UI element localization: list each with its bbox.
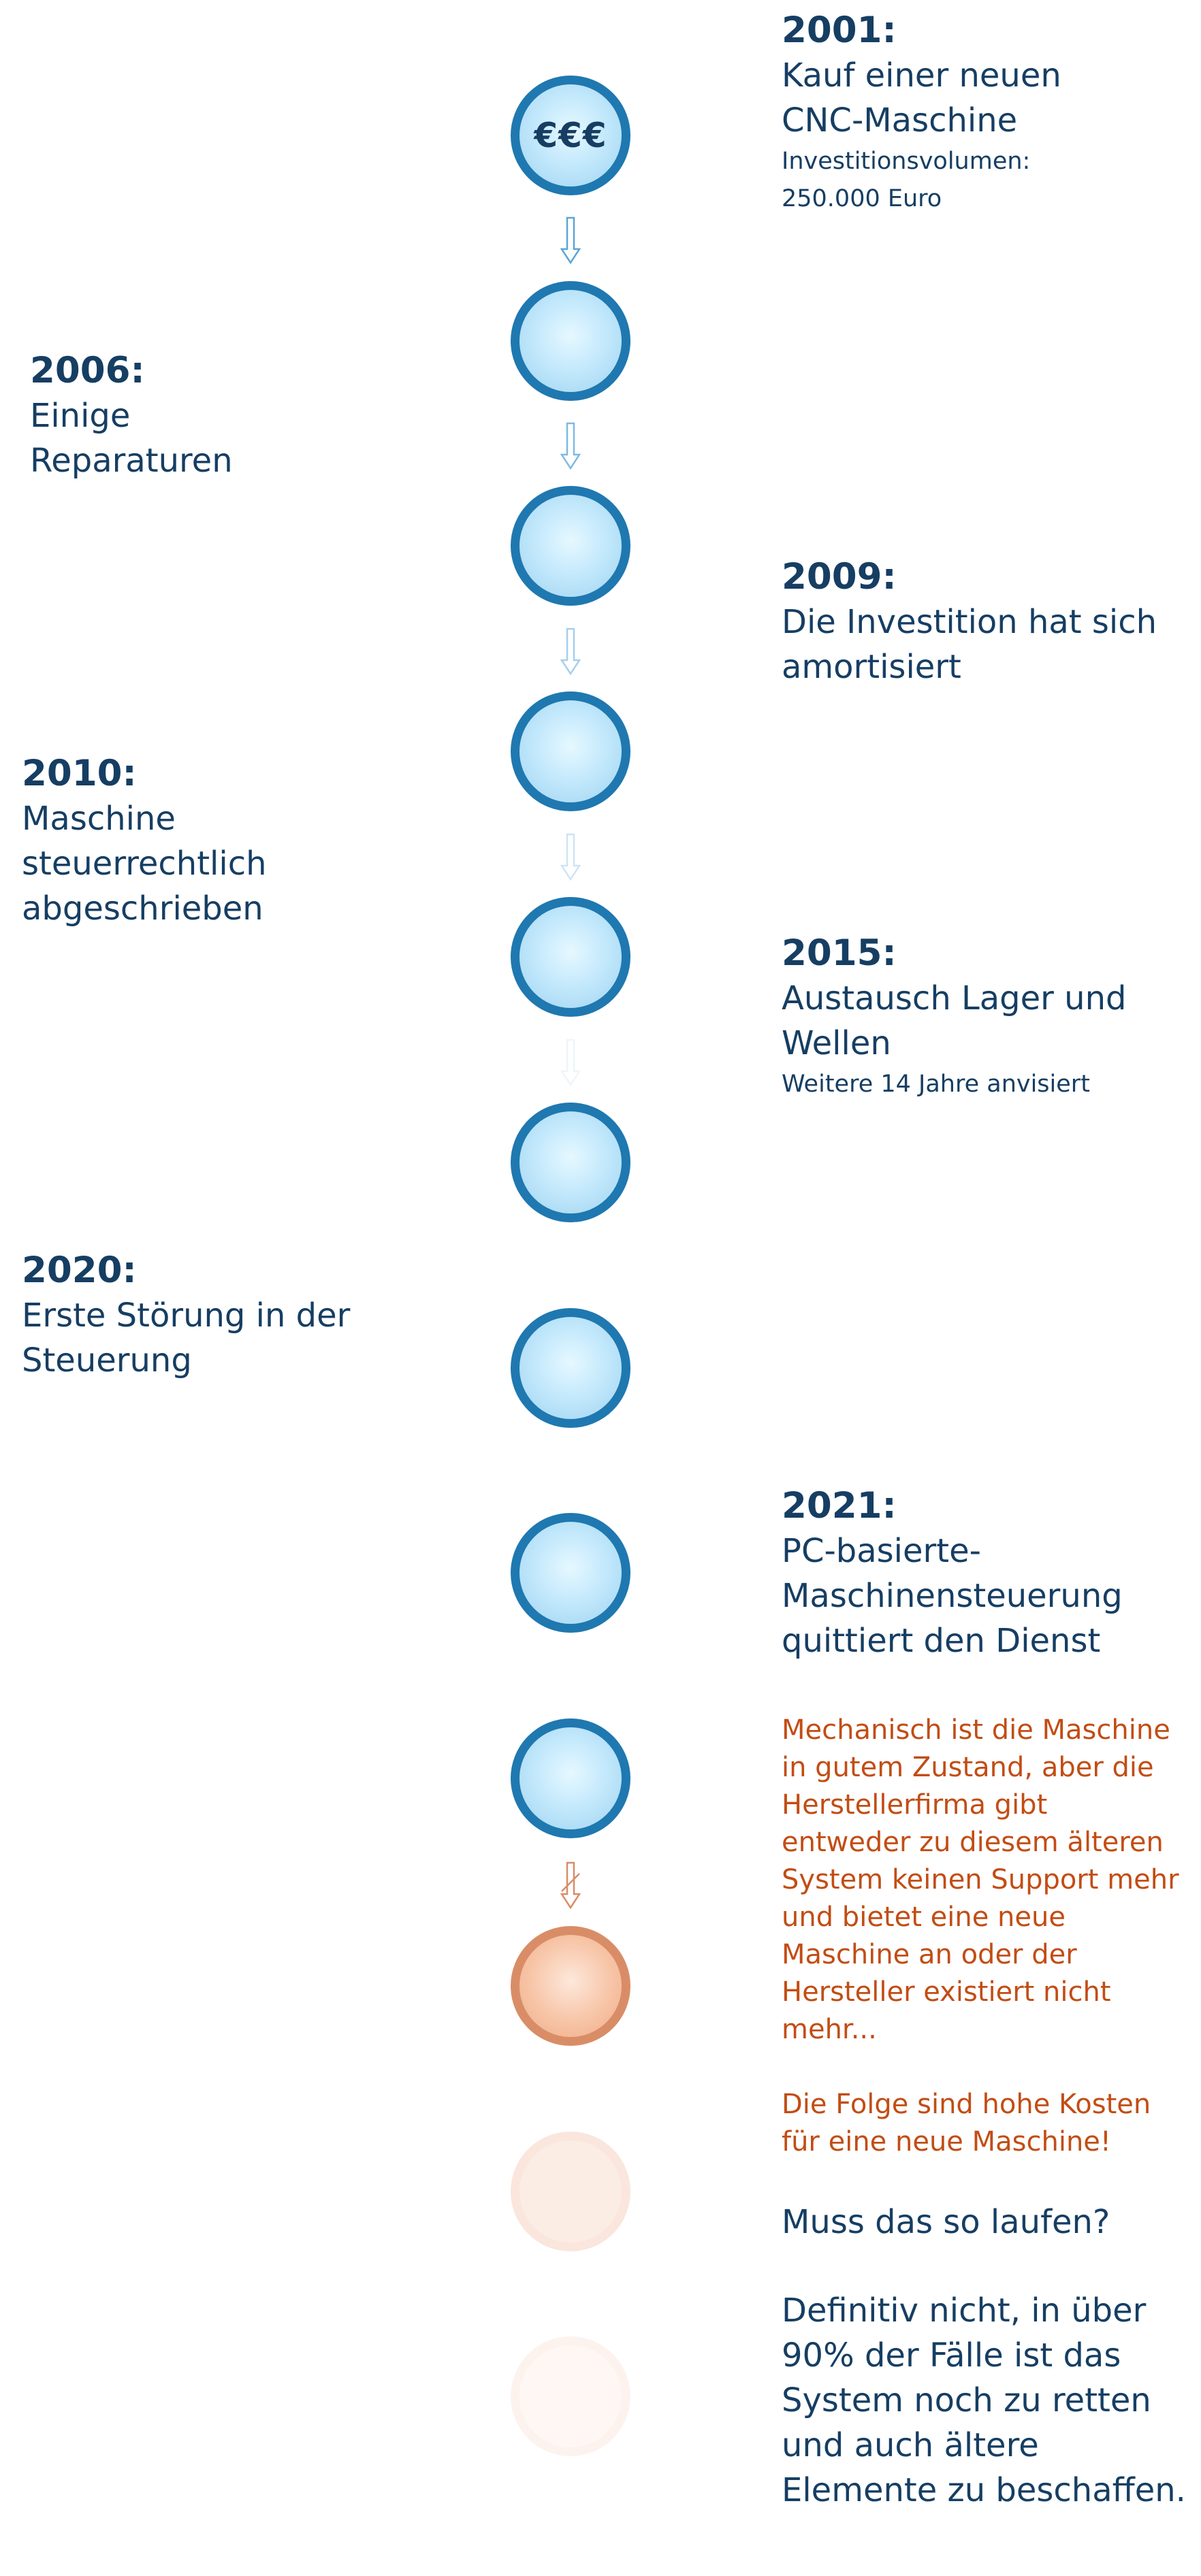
timeline-node-faded — [511, 2132, 630, 2251]
event-title: Maschine steuerrechtlich abgeschrieben — [22, 800, 267, 928]
timeline-node — [511, 897, 630, 1017]
euro-icon: €€€ — [534, 116, 607, 155]
timeline-node — [511, 486, 630, 606]
event-title: Kauf einer neuen CNC-Maschine — [782, 56, 1061, 140]
timeline-node — [511, 1308, 630, 1428]
timeline-node — [511, 1718, 630, 1838]
event-year: 2006: — [30, 350, 145, 391]
conclusion-question: Muss das so laufen? — [782, 2200, 1190, 2245]
event-2006: 2006: Einige Reparaturen — [30, 348, 255, 483]
down-arrow-icon — [560, 833, 581, 881]
event-title: Austausch Lager und Wellen — [782, 979, 1127, 1062]
question-text: Muss das so laufen? — [782, 2203, 1110, 2241]
event-year: 2020: — [22, 1250, 137, 1291]
timeline-node — [511, 1513, 630, 1633]
down-arrow-icon — [560, 627, 581, 675]
event-year: 2010: — [22, 753, 137, 794]
event-detail: Weitere 14 Jahre anvisiert — [782, 1071, 1090, 1098]
down-arrow-crossed-icon — [560, 1861, 581, 1909]
event-title: Einige Reparaturen — [30, 397, 233, 480]
timeline-node — [511, 281, 630, 401]
event-title: Erste Störung in der Steuerung — [22, 1297, 351, 1380]
warning-note: Mechanisch ist die Maschine in gutem Zus… — [782, 1712, 1183, 2161]
timeline-node — [511, 691, 630, 811]
warning-consequence: Die Folge sind hohe Kosten für eine neue… — [782, 2089, 1151, 2157]
timeline-node-faint — [511, 2336, 630, 2456]
down-arrow-icon — [560, 1039, 581, 1086]
event-title: Die Investition hat sich amortisiert — [782, 603, 1157, 686]
event-2020: 2020: Erste Störung in der Steuerung — [22, 1248, 376, 1383]
down-arrow-icon — [560, 216, 581, 264]
warning-paragraph: Mechanisch ist die Maschine in gutem Zus… — [782, 1714, 1179, 2045]
event-detail: Investitionsvolumen: 250.000 Euro — [782, 148, 1031, 212]
event-2021: 2021: PC-basierte-Maschinensteuerung qui… — [782, 1484, 1176, 1663]
timeline-node-2001: €€€ — [511, 76, 630, 195]
conclusion-answer: Definitiv nicht, in über 90% der Fälle i… — [782, 2288, 1190, 2513]
timeline-node — [511, 1103, 630, 1222]
event-year: 2015: — [782, 932, 897, 974]
event-year: 2001: — [782, 10, 897, 51]
timeline-node-failure — [511, 1926, 630, 2046]
event-year: 2009: — [782, 556, 897, 598]
event-2009: 2009: Die Investition hat sich amortisie… — [782, 555, 1176, 689]
event-title: PC-basierte-Maschinensteuerung quittiert… — [782, 1532, 1123, 1660]
down-arrow-icon — [560, 422, 581, 470]
event-2010: 2010: Maschine steuerrechtlich abgeschri… — [22, 751, 362, 931]
answer-text: Definitiv nicht, in über 90% der Fälle i… — [782, 2292, 1186, 2509]
event-2001: 2001: Kauf einer neuen CNC-Maschine Inve… — [782, 8, 1176, 218]
event-year: 2021: — [782, 1485, 897, 1527]
event-2015: 2015: Austausch Lager und Wellen Weitere… — [782, 931, 1176, 1103]
